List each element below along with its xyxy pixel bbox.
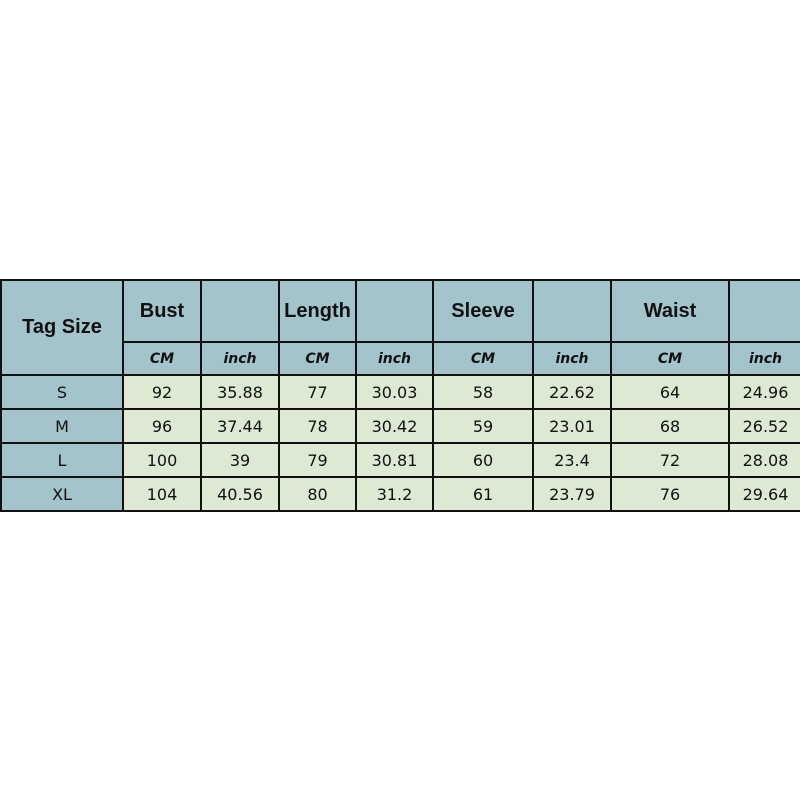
tag-size-header: Tag Size	[0, 279, 124, 376]
unit-header: inch	[200, 341, 280, 376]
measurement-cell: 35.88	[200, 374, 280, 410]
measurement-cell: 80	[278, 476, 357, 512]
empty-header	[200, 279, 280, 343]
unit-header: CM	[278, 341, 357, 376]
size-label: S	[0, 374, 124, 410]
size-label: XL	[0, 476, 124, 512]
unit-header: CM	[610, 341, 730, 376]
empty-header	[355, 279, 434, 343]
measurement-cell: 39	[200, 442, 280, 478]
measurement-cell: 29.64	[728, 476, 800, 512]
measurement-cell: 77	[278, 374, 357, 410]
measurement-cell: 23.01	[532, 408, 612, 444]
measurement-cell: 30.03	[355, 374, 434, 410]
group-header-length: Length	[278, 279, 357, 343]
measurement-cell: 31.2	[355, 476, 434, 512]
measurement-cell: 76	[610, 476, 730, 512]
header-row: Tag Size Bust Length Sleeve Waist	[0, 279, 800, 376]
measurement-cell: 78	[278, 408, 357, 444]
measurement-cell: 104	[122, 476, 202, 512]
measurement-cell: 92	[122, 374, 202, 410]
group-header-waist: Waist	[610, 279, 730, 343]
measurement-cell: 24.96	[728, 374, 800, 410]
table-row: S 92 35.88 77 30.03 58 22.62 64 24.96	[0, 374, 800, 410]
unit-header: inch	[532, 341, 612, 376]
unit-header: CM	[432, 341, 534, 376]
group-header-sleeve: Sleeve	[432, 279, 534, 343]
measurement-cell: 23.79	[532, 476, 612, 512]
measurement-cell: 58	[432, 374, 534, 410]
empty-header	[728, 279, 800, 343]
measurement-cell: 61	[432, 476, 534, 512]
measurement-cell: 37.44	[200, 408, 280, 444]
measurement-cell: 26.52	[728, 408, 800, 444]
measurement-cell: 23.4	[532, 442, 612, 478]
measurement-cell: 30.81	[355, 442, 434, 478]
table-row: M 96 37.44 78 30.42 59 23.01 68 26.52	[0, 408, 800, 444]
measurement-cell: 79	[278, 442, 357, 478]
group-header-bust: Bust	[122, 279, 202, 343]
measurement-cell: 59	[432, 408, 534, 444]
table-row: L 100 39 79 30.81 60 23.4 72 28.08	[0, 442, 800, 478]
measurement-cell: 30.42	[355, 408, 434, 444]
unit-header: CM	[122, 341, 202, 376]
size-label: M	[0, 408, 124, 444]
measurement-cell: 100	[122, 442, 202, 478]
unit-header: inch	[728, 341, 800, 376]
empty-header	[532, 279, 612, 343]
measurement-cell: 72	[610, 442, 730, 478]
measurement-cell: 22.62	[532, 374, 612, 410]
measurement-cell: 28.08	[728, 442, 800, 478]
measurement-cell: 64	[610, 374, 730, 410]
measurement-cell: 40.56	[200, 476, 280, 512]
table-row: XL 104 40.56 80 31.2 61 23.79 76 29.64	[0, 476, 800, 512]
size-chart-table: Tag Size Bust Length Sleeve Waist CM inch…	[0, 279, 800, 512]
measurement-cell: 96	[122, 408, 202, 444]
unit-header: inch	[355, 341, 434, 376]
measurement-cell: 68	[610, 408, 730, 444]
size-label: L	[0, 442, 124, 478]
unit-row: CM inch CM inch CM inch CM inch	[1, 341, 800, 376]
measurement-cell: 60	[432, 442, 534, 478]
